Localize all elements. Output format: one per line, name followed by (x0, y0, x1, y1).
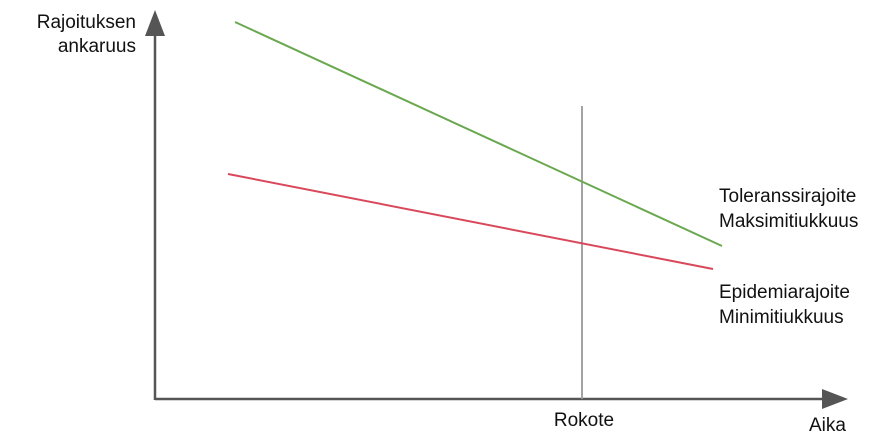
tolerance-limit-label: Toleranssirajoite (719, 186, 856, 207)
max-strictness-label: Maksimitiukkuus (719, 211, 858, 232)
vaccine-marker-label: Rokote (554, 410, 614, 431)
x-axis-label: Aika (809, 415, 846, 433)
y-axis-label-line2: ankaruus (58, 36, 136, 57)
y-axis-label-line1: Rajoituksen (37, 12, 136, 33)
tolerance-limit-line (234, 21, 723, 247)
y-axis-arrowhead (145, 10, 165, 36)
min-strictness-label: Minimitiukkuus (719, 307, 844, 328)
x-axis-arrowhead (822, 389, 848, 409)
epidemic-limit-line (227, 173, 714, 270)
epidemic-limit-label: Epidemiarajoite (719, 282, 850, 303)
